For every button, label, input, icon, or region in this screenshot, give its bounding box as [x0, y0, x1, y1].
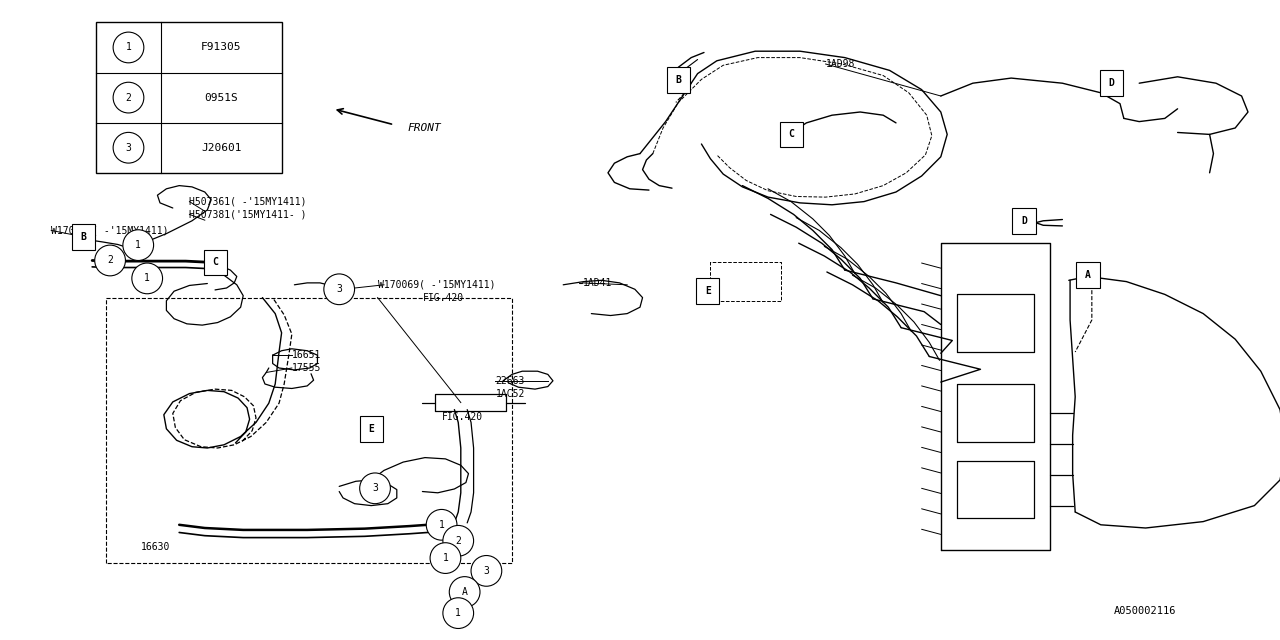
- Bar: [1012, 208, 1036, 234]
- Text: B: B: [676, 75, 681, 85]
- Text: 2: 2: [108, 255, 113, 266]
- Text: 1: 1: [456, 608, 461, 618]
- Text: D: D: [1021, 216, 1027, 226]
- Circle shape: [95, 245, 125, 276]
- Text: 1: 1: [145, 273, 150, 284]
- Text: 2: 2: [456, 536, 461, 546]
- Circle shape: [113, 83, 143, 113]
- Text: 3: 3: [484, 566, 489, 576]
- Circle shape: [443, 525, 474, 556]
- Text: 0951S: 0951S: [205, 93, 238, 102]
- Text: 3: 3: [372, 483, 378, 493]
- Text: F91305: F91305: [201, 42, 242, 52]
- Text: FIG.420: FIG.420: [442, 412, 483, 422]
- Text: 1: 1: [136, 240, 141, 250]
- Text: H507361( -'15MY1411): H507361( -'15MY1411): [189, 196, 307, 207]
- Bar: [780, 122, 803, 147]
- Text: A050002116: A050002116: [1114, 606, 1176, 616]
- Text: 3: 3: [337, 284, 342, 294]
- Text: 3: 3: [125, 143, 132, 153]
- Text: FRONT: FRONT: [407, 123, 440, 133]
- Bar: [1076, 262, 1100, 288]
- Text: 1AC52: 1AC52: [495, 388, 525, 399]
- Text: D: D: [1108, 78, 1114, 88]
- Circle shape: [471, 556, 502, 586]
- Text: FIG.420: FIG.420: [422, 292, 463, 303]
- Text: 1AD98: 1AD98: [826, 59, 855, 69]
- Text: E: E: [705, 286, 710, 296]
- Text: 2: 2: [125, 93, 132, 102]
- Text: W170069( -'15MY1411): W170069( -'15MY1411): [378, 280, 495, 290]
- Text: 16630: 16630: [141, 542, 170, 552]
- Bar: [360, 416, 383, 442]
- Circle shape: [443, 598, 474, 628]
- Text: C: C: [212, 257, 218, 268]
- Text: 1: 1: [125, 42, 132, 52]
- Circle shape: [360, 473, 390, 504]
- Bar: [72, 224, 95, 250]
- Text: A: A: [1085, 270, 1091, 280]
- Bar: [96, 22, 282, 173]
- Circle shape: [430, 543, 461, 573]
- Circle shape: [113, 132, 143, 163]
- Text: J20601: J20601: [201, 143, 242, 153]
- Circle shape: [426, 509, 457, 540]
- Bar: [667, 67, 690, 93]
- Text: C: C: [788, 129, 794, 140]
- Text: H507381('15MY1411- ): H507381('15MY1411- ): [189, 209, 307, 220]
- Text: E: E: [369, 424, 374, 434]
- Circle shape: [113, 32, 143, 63]
- Circle shape: [123, 230, 154, 260]
- Text: A: A: [462, 587, 467, 597]
- Circle shape: [449, 577, 480, 607]
- Bar: [1100, 70, 1123, 96]
- Text: 1: 1: [443, 553, 448, 563]
- Circle shape: [324, 274, 355, 305]
- Text: 1: 1: [439, 520, 444, 530]
- Text: 17555: 17555: [292, 363, 321, 373]
- Bar: [204, 250, 227, 275]
- Text: 1AD41: 1AD41: [582, 278, 612, 288]
- Text: W170069( -'15MY1411): W170069( -'15MY1411): [51, 225, 169, 236]
- Text: 16651: 16651: [292, 350, 321, 360]
- Bar: [696, 278, 719, 304]
- Circle shape: [132, 263, 163, 294]
- Text: 22663: 22663: [495, 376, 525, 386]
- Text: B: B: [81, 232, 86, 242]
